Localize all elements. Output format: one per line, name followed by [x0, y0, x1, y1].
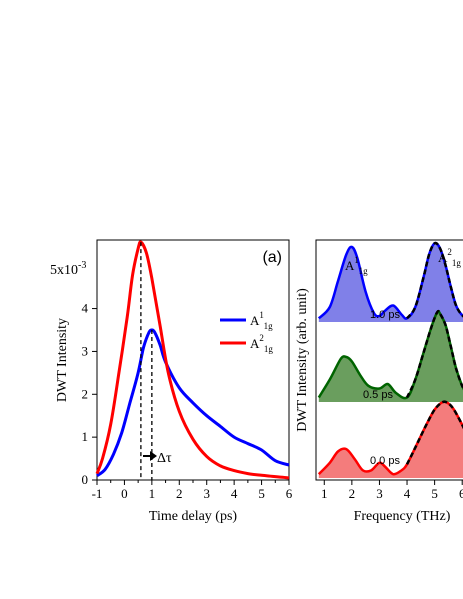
peak-label-a1g2: A21g	[438, 247, 461, 268]
legend-label-a1g1: A11g	[250, 310, 273, 331]
spectrum-area-05	[318, 311, 463, 402]
panel-a-x-tick-label: 0	[121, 486, 128, 501]
series-label-1-0ps: 1.0 ps	[370, 309, 400, 321]
panel-b-frequency-chart: 1 2 3 4 5 6 Frequency (THz) DWT Intensity (ar…	[295, 239, 463, 524]
panel-a-y-tick-label: 2	[82, 386, 89, 401]
legend-a1g1-base: A	[250, 313, 260, 328]
legend-a1g2-base: A	[250, 336, 260, 351]
peak-a1g1-base: A	[345, 258, 355, 273]
panel-a-y-multiplier-exp: -3	[78, 260, 86, 271]
panel-b-x-axis-label: Frequency (THz)	[354, 509, 451, 524]
panel-a-legend: A11g A21g	[220, 310, 273, 354]
panel-a-frame	[96, 239, 290, 481]
panel-a-x-tick-label: -1	[92, 486, 103, 501]
panel-a-x-tick-label: 5	[258, 486, 265, 501]
delta-tau-label: Δτ	[157, 451, 172, 466]
peak-a1g1-sub: 1g	[359, 266, 369, 276]
panel-a-y-tick-label: 1	[82, 429, 89, 444]
spectrum-area-00	[318, 401, 463, 478]
peak-a1g2-sub: 1g	[452, 258, 462, 268]
series-label-0-5ps: 0.5 ps	[363, 389, 393, 401]
series-line-a1g2	[95, 240, 290, 480]
panel-a-y-tick-label: 0	[82, 472, 89, 487]
panel-b-x-tick-label: 2	[349, 486, 356, 501]
legend-a1g1-sub: 1g	[264, 321, 274, 331]
peak-a1g2-base: A	[438, 250, 448, 265]
series-label-0-0ps: 0.0 ps	[370, 455, 400, 467]
spectrum-fit-00	[405, 400, 463, 465]
panel-a-x-tick-label: 2	[176, 486, 183, 501]
panel-a-x-tick-label: 6	[286, 486, 293, 501]
panel-b-y-axis-label: DWT Intensity (arb. unit)	[295, 288, 310, 432]
spectrum-fit-10	[405, 241, 463, 320]
spectrum-fit-05	[405, 309, 463, 399]
panel-a-x-axis-label: Time delay (ps)	[149, 509, 237, 524]
panel-a-y-tick-label: 4	[82, 301, 89, 316]
panel-b-x-tick-label: 3	[376, 486, 383, 501]
panel-b-x-tick-label: 1	[321, 486, 328, 501]
legend-a1g2-sub: 1g	[264, 344, 274, 354]
panel-a-y-tick-label: 3	[82, 343, 89, 358]
panel-b-x-tick-label: 4	[404, 486, 411, 501]
peak-a1g2-sup: 2	[447, 247, 452, 257]
panel-b-x-tick-label: 6	[459, 486, 463, 501]
panel-a-y-multiplier-base: 5x10	[50, 263, 78, 278]
panel-a-label: (a)	[262, 249, 282, 266]
panel-a-x-ticks: -1 0 1 2 3 4 5 6	[92, 480, 293, 501]
panel-a-peak-markers	[140, 242, 153, 480]
panel-b-x-ticks: 1 2 3 4 5 6	[321, 480, 463, 501]
panel-a-x-tick-label: 1	[149, 486, 156, 501]
panel-b-x-tick-label: 5	[431, 486, 438, 501]
peak-a1g1-sup: 1	[354, 255, 358, 265]
legend-label-a1g2: A21g	[250, 333, 273, 354]
delta-tau-arrow-head	[150, 451, 157, 461]
panel-a-y-ticks: 0 1 2 3 4	[82, 301, 97, 487]
panel-b-spectra	[317, 241, 463, 478]
peak-label-a1g1: A11g	[345, 255, 368, 276]
panel-b-frame	[315, 239, 463, 481]
series-line-a1g1	[96, 328, 290, 477]
legend-a1g1-sup: 1	[259, 310, 263, 320]
panel-a-y-axis-label: DWT Intensity	[55, 318, 70, 402]
panel-a-series	[95, 240, 290, 480]
panel-a-x-tick-label: 4	[231, 486, 238, 501]
legend-a1g2-sup: 2	[259, 333, 264, 343]
panel-a-y-multiplier: 5x10-3	[50, 260, 86, 278]
panel-a-x-tick-label: 3	[203, 486, 210, 501]
